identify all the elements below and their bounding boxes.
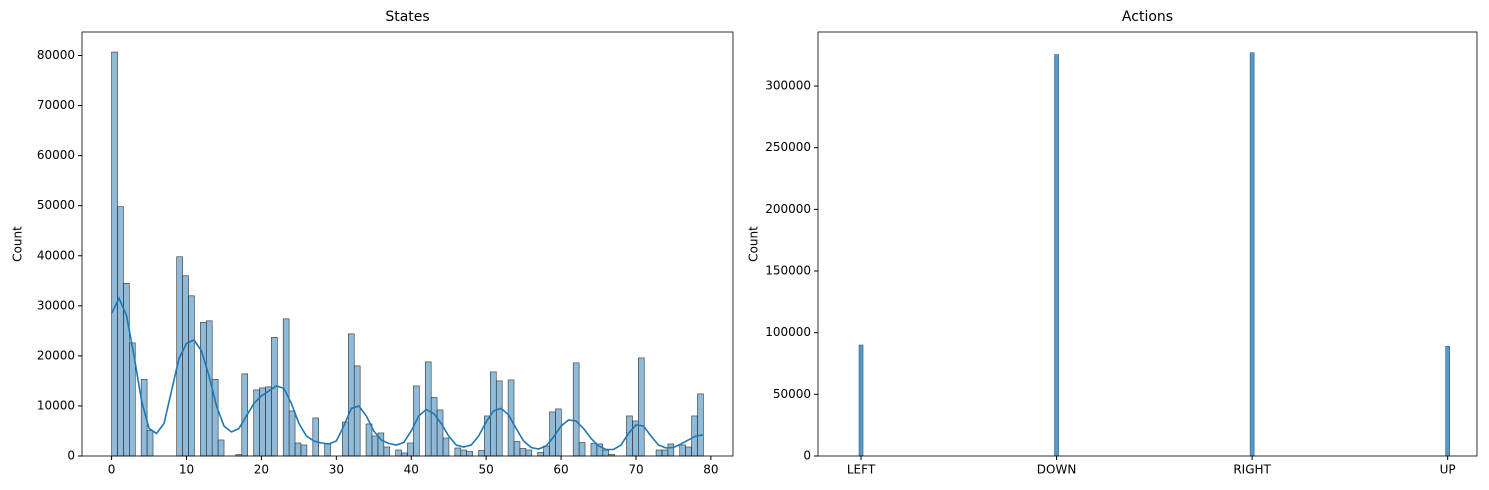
y-tick-label: 0 [803, 449, 811, 463]
y-tick-label: 10000 [37, 398, 75, 412]
bar [259, 387, 266, 457]
bar [146, 430, 154, 457]
x-tick-label: 20 [254, 463, 269, 477]
y-tick-label: 50000 [37, 198, 75, 212]
bar [294, 442, 302, 457]
bar [182, 275, 189, 457]
bar [667, 443, 675, 457]
bar [353, 365, 361, 457]
bar [495, 380, 503, 457]
bar [1249, 52, 1255, 457]
bar [188, 295, 195, 457]
y-tick-label: 200000 [765, 202, 811, 216]
x-tick-label: RIGHT [1233, 463, 1271, 477]
y-tick-label: 20000 [37, 348, 75, 362]
bar [217, 439, 225, 457]
bar [655, 449, 663, 457]
bar [1445, 345, 1450, 457]
bar [572, 362, 580, 457]
bar [543, 445, 550, 457]
bar [271, 337, 278, 457]
bar [401, 452, 408, 457]
y-axis-label: Count [747, 226, 761, 262]
x-tick-label: 40 [404, 463, 419, 477]
bar [383, 446, 391, 457]
bar [407, 442, 414, 457]
chart-title: States [385, 9, 429, 25]
bar [442, 437, 450, 457]
y-tick-label: 250000 [765, 140, 811, 154]
kde-line [110, 296, 704, 451]
y-tick-label: 70000 [37, 98, 75, 112]
bar [348, 333, 355, 457]
bar [602, 449, 610, 457]
bar [312, 417, 320, 457]
bar [679, 444, 686, 457]
bar [638, 357, 645, 457]
bar [288, 410, 296, 457]
bar [200, 322, 207, 457]
bar [478, 450, 485, 457]
bar [513, 441, 521, 457]
bar [578, 442, 586, 457]
x-tick-label: LEFT [847, 463, 876, 477]
bar [590, 443, 598, 457]
bar [436, 409, 444, 457]
bar [324, 443, 331, 457]
bar [685, 446, 692, 457]
bar [430, 397, 438, 457]
x-tick-label: UP [1440, 463, 1456, 477]
x-tick-label: 70 [628, 463, 643, 477]
y-tick-label: 60000 [37, 148, 75, 162]
bar [537, 452, 544, 457]
y-tick-label: 150000 [765, 264, 811, 278]
y-tick-label: 100000 [765, 325, 811, 339]
axes-frame [81, 31, 734, 457]
bar [525, 449, 533, 457]
bar [466, 451, 473, 457]
x-tick-label: 30 [329, 463, 344, 477]
bar [661, 449, 669, 457]
y-tick-label: 0 [67, 449, 75, 463]
bar [454, 447, 462, 457]
bar [519, 448, 527, 457]
y-tick-label: 80000 [37, 48, 75, 62]
y-tick-label: 300000 [765, 79, 811, 93]
axes-frame [817, 31, 1478, 457]
bar [265, 386, 272, 457]
x-tick-label: 0 [108, 463, 116, 477]
bar [365, 423, 373, 457]
x-tick-label: 60 [553, 463, 568, 477]
bar [111, 51, 118, 457]
bar [858, 344, 864, 457]
bar [549, 411, 556, 457]
y-tick-label: 30000 [37, 298, 75, 312]
x-tick-label: DOWN [1037, 463, 1077, 477]
x-tick-label: 80 [703, 463, 718, 477]
bar [1054, 54, 1059, 457]
y-axis-label: Count [11, 226, 25, 262]
chart-title: Actions [1122, 9, 1173, 25]
bar [460, 449, 467, 457]
y-tick-label: 40000 [37, 248, 75, 262]
bar [371, 435, 379, 457]
x-tick-label: 50 [479, 463, 494, 477]
y-tick-label: 50000 [773, 387, 811, 401]
bar [697, 393, 704, 457]
bar [117, 206, 124, 457]
bar [282, 318, 290, 457]
bar [395, 449, 402, 457]
bar [300, 444, 308, 457]
x-tick-label: 10 [179, 463, 194, 477]
